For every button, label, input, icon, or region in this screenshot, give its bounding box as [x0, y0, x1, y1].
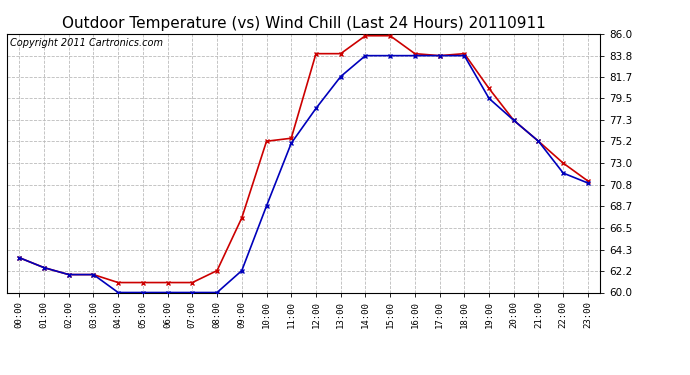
Text: Copyright 2011 Cartronics.com: Copyright 2011 Cartronics.com [10, 38, 163, 48]
Title: Outdoor Temperature (vs) Wind Chill (Last 24 Hours) 20110911: Outdoor Temperature (vs) Wind Chill (Las… [61, 16, 546, 31]
